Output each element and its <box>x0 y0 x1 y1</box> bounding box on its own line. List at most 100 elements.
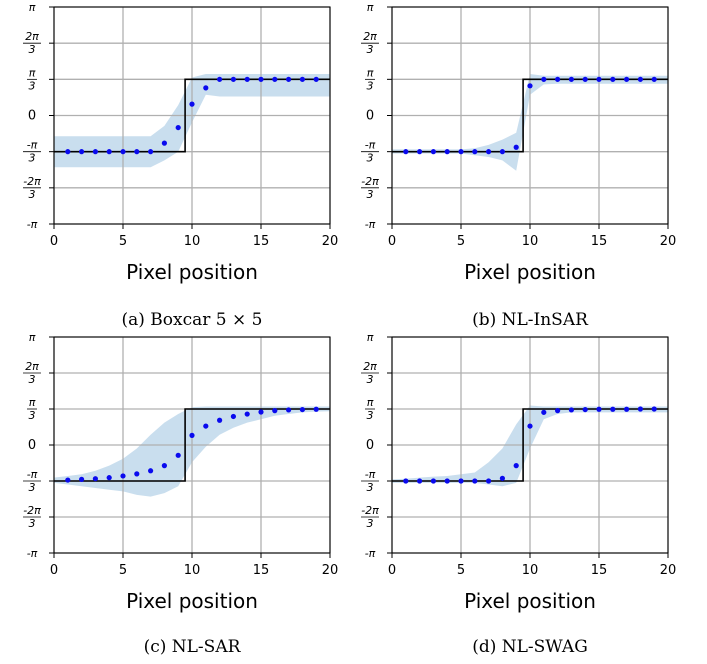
y-tick-label: π <box>367 331 374 344</box>
data-point <box>286 407 292 413</box>
data-point <box>624 406 630 412</box>
data-point <box>79 476 85 482</box>
x-tick-label: 5 <box>457 234 465 249</box>
data-point <box>486 478 492 484</box>
data-point <box>134 149 140 155</box>
data-point <box>92 149 98 155</box>
y-tick-label: 2π <box>363 30 377 43</box>
data-point <box>203 423 209 429</box>
y-tick-label: π <box>367 66 374 79</box>
data-point <box>217 76 223 82</box>
data-point <box>175 124 181 131</box>
y-tick-label: 3 <box>29 188 36 201</box>
y-tick-label: π <box>367 1 374 14</box>
y-tick-label: π <box>29 396 36 409</box>
data-point <box>272 408 278 414</box>
data-point <box>610 406 616 412</box>
truth-line <box>392 78 668 153</box>
data-point <box>299 406 305 413</box>
truth-line <box>54 408 330 482</box>
data-point <box>244 411 250 417</box>
y-tick-label: 3 <box>29 43 36 56</box>
x-tick-label: 0 <box>388 234 396 249</box>
data-point <box>458 149 464 155</box>
data-point <box>272 76 278 82</box>
data-point <box>582 76 588 82</box>
y-tick-label: π <box>29 66 36 79</box>
data-point <box>541 76 547 82</box>
x-tick-label: 10 <box>184 234 201 249</box>
data-point <box>299 76 305 82</box>
x-tick-label: 20 <box>660 234 677 249</box>
y-tick-label: 3 <box>29 79 36 92</box>
x-tick-label: 20 <box>322 563 339 578</box>
y-tick-label: 2π <box>25 360 39 373</box>
x-tick-label: 10 <box>522 563 539 578</box>
data-point <box>175 452 181 458</box>
x-tick-label: 0 <box>388 563 396 578</box>
y-tick-label: 3 <box>29 409 36 422</box>
x-tick-label: 5 <box>119 563 127 578</box>
data-point <box>417 149 423 155</box>
data-point <box>313 406 319 412</box>
y-tick-label: -2π <box>23 504 41 517</box>
y-tick-label: 3 <box>29 481 36 494</box>
data-point <box>106 475 112 481</box>
panel-caption: (a) Boxcar 5 × 5 <box>122 310 263 330</box>
truth-line <box>392 408 668 482</box>
y-tick-label: 3 <box>367 409 374 422</box>
y-tick-label: -π <box>27 547 38 560</box>
data-point <box>499 149 505 155</box>
x-tick-label: 5 <box>119 234 127 249</box>
y-tick-label: 3 <box>367 188 374 201</box>
data-point <box>541 409 547 415</box>
x-tick-label: 15 <box>253 234 270 249</box>
data-point <box>417 478 423 484</box>
data-point <box>106 149 112 155</box>
data-point <box>161 140 167 146</box>
data-point <box>596 76 602 82</box>
data-point <box>65 149 71 155</box>
y-tick-label: 3 <box>29 373 36 386</box>
data-point <box>79 149 85 155</box>
data-point <box>444 149 450 155</box>
data-point <box>230 76 236 82</box>
panel-caption: (c) NL-SAR <box>144 637 242 657</box>
data-point <box>444 478 450 484</box>
data-point <box>244 76 250 82</box>
x-tick-label: 0 <box>50 234 58 249</box>
data-point <box>596 406 602 412</box>
data-point <box>403 478 409 484</box>
data-point <box>203 85 209 91</box>
y-tick-label: -2π <box>23 175 41 188</box>
panel-caption: (b) NL-InSAR <box>472 310 589 330</box>
data-point <box>148 149 154 155</box>
data-point <box>286 76 292 82</box>
data-point <box>472 149 478 155</box>
y-tick-label: -π <box>365 218 376 231</box>
y-tick-label: 0 <box>366 109 374 124</box>
y-tick-label: 3 <box>367 43 374 56</box>
y-tick-label: 0 <box>28 438 36 453</box>
y-tick-label: -π <box>27 218 38 231</box>
x-tick-label: 20 <box>660 563 677 578</box>
y-tick-label: -2π <box>361 504 379 517</box>
data-point <box>148 468 154 474</box>
data-point <box>134 471 140 477</box>
x-tick-label: 15 <box>591 563 608 578</box>
y-tick-label: 3 <box>367 152 374 165</box>
data-point <box>65 477 71 483</box>
x-tick-label: 0 <box>50 563 58 578</box>
data-point <box>513 144 519 150</box>
data-point <box>120 473 126 479</box>
y-tick-label: -π <box>27 139 38 152</box>
data-point <box>637 76 644 82</box>
data-point <box>403 149 409 155</box>
x-axis-label: Pixel position <box>126 589 258 613</box>
data-point <box>230 413 236 420</box>
data-point <box>161 463 167 469</box>
x-tick-label: 20 <box>322 234 339 249</box>
